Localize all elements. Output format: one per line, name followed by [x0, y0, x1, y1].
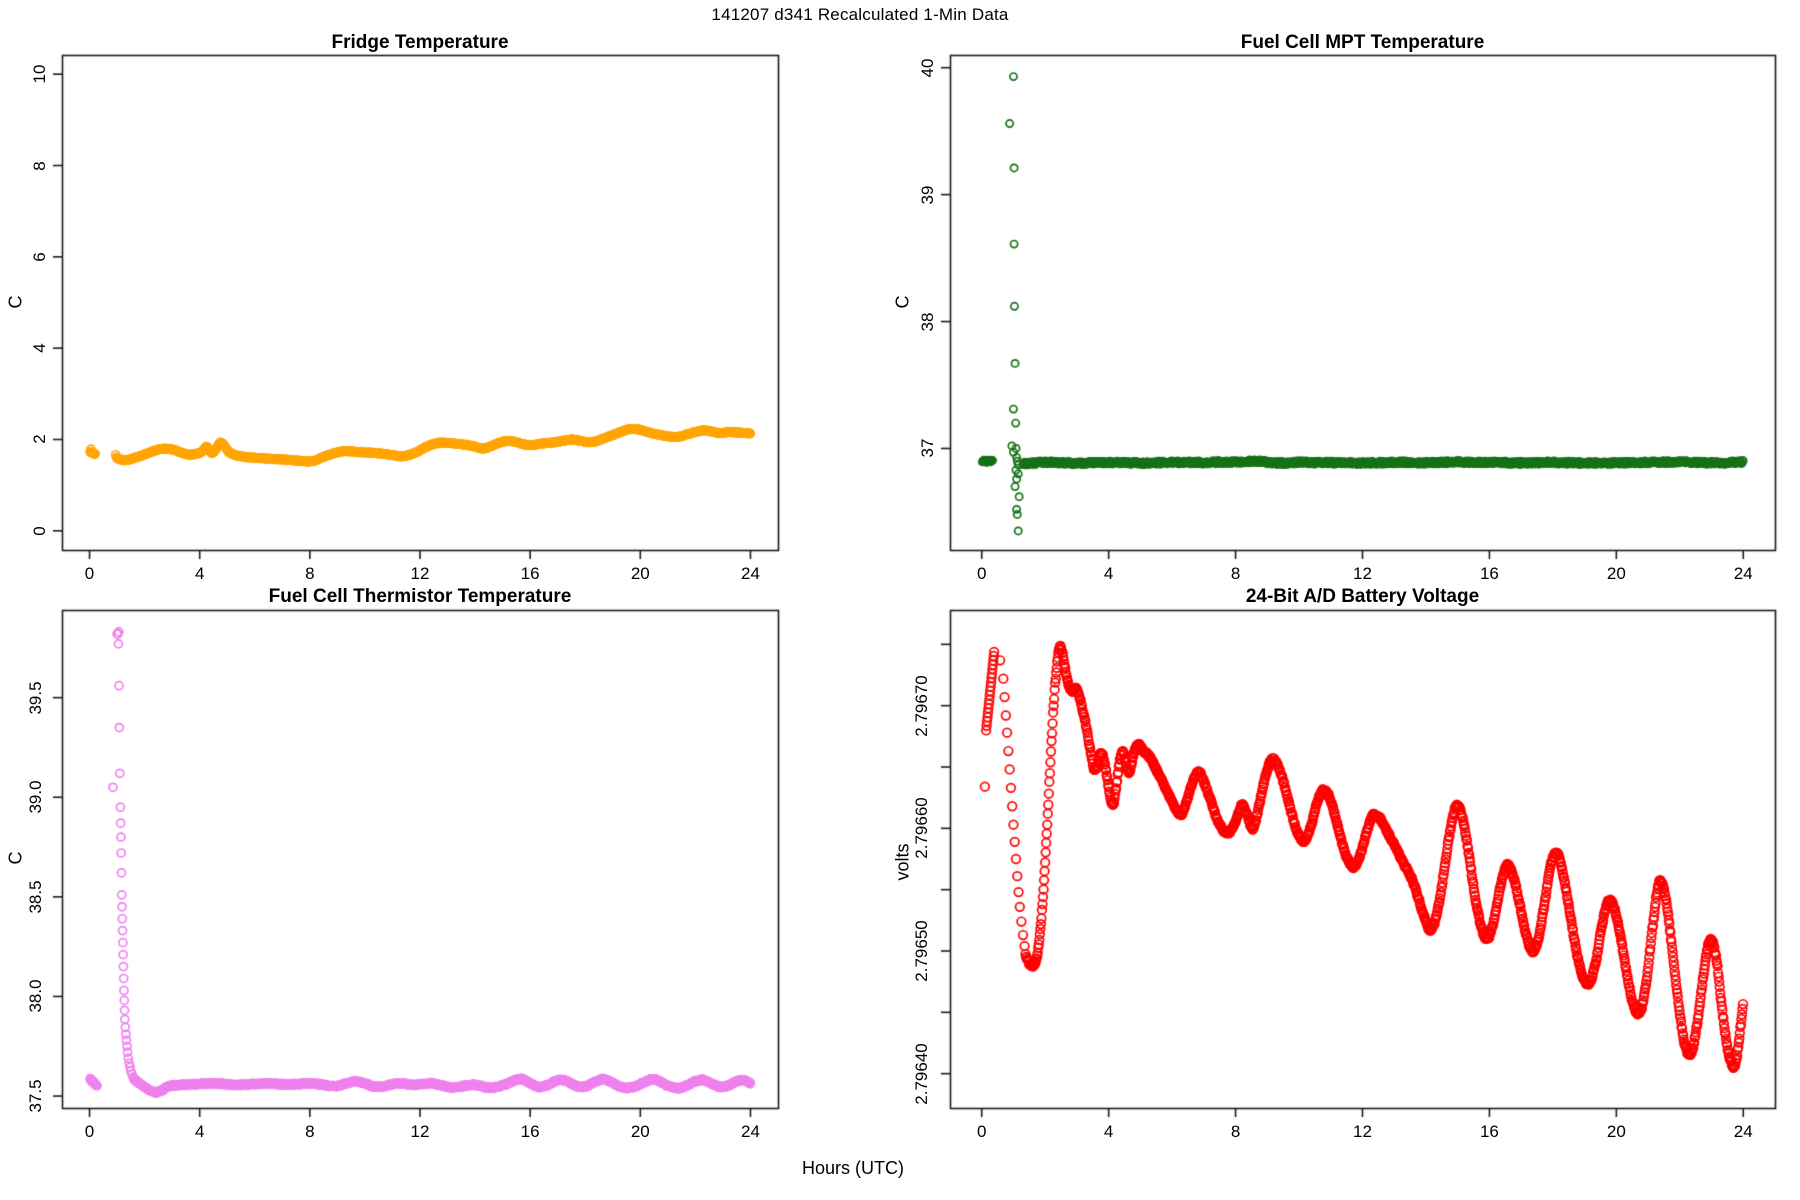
x-tick-label: 4: [194, 1122, 205, 1141]
y-tick-label: 2.79660: [912, 797, 931, 860]
panel-title-fuel-cell-mpt-temperature: Fuel Cell MPT Temperature: [1240, 32, 1485, 53]
x-tick-label: 12: [1353, 1122, 1372, 1141]
y-tick-label: 2: [30, 434, 49, 445]
y-axis-title-fridge: C: [5, 295, 26, 309]
x-tick-label: 16: [1479, 1122, 1499, 1141]
x-tick-label: 16: [520, 564, 540, 583]
x-tick-label: 16: [520, 1122, 540, 1141]
x-tick-label: 16: [1479, 564, 1499, 583]
y-tick-label: 0: [30, 526, 49, 536]
y-tick-label: 37: [918, 438, 937, 458]
y-tick-label: 40: [918, 58, 937, 78]
y-tick-label: 8: [30, 160, 49, 171]
y-tick-label: 10: [30, 64, 49, 84]
x-tick-label: 24: [1733, 564, 1753, 583]
y-tick-label: 38.0: [26, 979, 45, 1013]
x-tick-label: 24: [740, 1122, 760, 1141]
x-tick-label: 20: [1606, 564, 1626, 583]
y-tick-label: 38.5: [26, 880, 45, 914]
x-tick-label: 4: [1103, 564, 1114, 583]
y-tick-label: 2.79640: [912, 1042, 931, 1105]
x-tick-label: 20: [630, 1122, 650, 1141]
y-tick-label: 39: [918, 185, 937, 205]
x-tick-label: 24: [740, 564, 760, 583]
x-tick-label: 8: [1230, 564, 1241, 583]
x-tick-label: 12: [1353, 564, 1372, 583]
x-tick-label: 12: [410, 1122, 430, 1141]
x-axis-title-hours-utc: Hours (UTC): [802, 1158, 904, 1178]
x-tick-label: 0: [84, 1122, 95, 1141]
x-tick-label: 12: [410, 564, 430, 583]
x-tick-label: 24: [1733, 1122, 1753, 1141]
x-tick-label: 0: [84, 564, 95, 583]
y-tick-label: 38: [918, 312, 937, 331]
x-tick-label: 0: [976, 1122, 987, 1141]
x-tick-label: 4: [194, 564, 205, 583]
x-tick-label: 8: [305, 564, 315, 583]
x-tick-label: 20: [630, 564, 650, 583]
y-axis-title-mpt: C: [892, 295, 913, 309]
x-tick-label: 4: [1103, 1122, 1114, 1141]
y-axis-title-volts: volts: [892, 843, 913, 881]
y-tick-label: 2.79650: [912, 920, 931, 982]
y-tick-label: 37.5: [26, 1079, 45, 1113]
panel-title-battery-voltage: 24-Bit A/D Battery Voltage: [1245, 586, 1480, 607]
y-tick-label: 4: [30, 343, 49, 353]
y-tick-label: 39.0: [26, 780, 45, 814]
panel-title-fuel-cell-thermistor-temperature: Fuel Cell Thermistor Temperature: [268, 586, 572, 607]
x-tick-label: 8: [305, 1122, 315, 1141]
y-tick-label: 2.79670: [912, 674, 931, 737]
y-tick-label: 39.5: [26, 681, 45, 715]
x-tick-label: 8: [1230, 1122, 1241, 1141]
y-axis-title-thermistor: C: [5, 851, 26, 865]
x-tick-label: 20: [1606, 1122, 1626, 1141]
main-title: 141207 d341 Recalculated 1-Min Data: [711, 5, 1009, 24]
x-tick-label: 0: [976, 564, 987, 583]
y-tick-label: 6: [30, 252, 49, 262]
panel-title-fridge-temperature: Fridge Temperature: [331, 32, 509, 53]
